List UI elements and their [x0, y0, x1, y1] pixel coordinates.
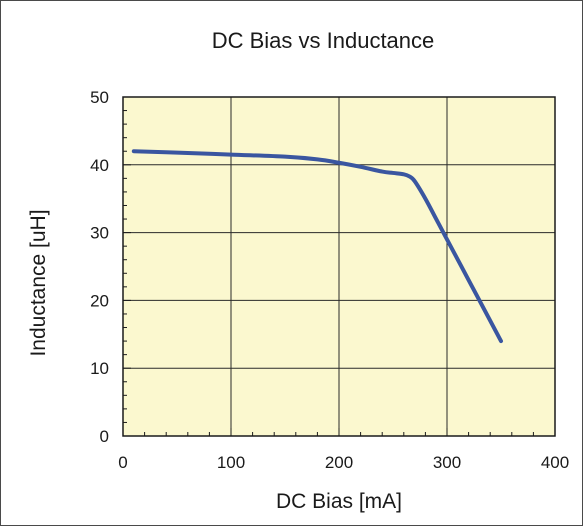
x-tick-label: 300 [433, 453, 461, 472]
y-tick-label: 40 [90, 156, 109, 175]
x-axis-label: DC Bias [mA] [276, 490, 402, 513]
y-tick-label: 20 [90, 291, 109, 310]
y-tick-label: 50 [90, 88, 109, 107]
y-axis-label: Inductance [uH] [27, 209, 50, 356]
series-line [131, 149, 503, 344]
x-tick-label: 100 [217, 453, 245, 472]
y-tick-label: 10 [90, 359, 109, 378]
x-tick-label: 200 [325, 453, 353, 472]
chart-title: DC Bias vs Inductance [212, 28, 435, 53]
x-tick-label: 400 [541, 453, 569, 472]
x-tick-label: 0 [118, 453, 127, 472]
y-tick-label: 0 [100, 427, 109, 446]
y-tick-label: 30 [90, 224, 109, 243]
